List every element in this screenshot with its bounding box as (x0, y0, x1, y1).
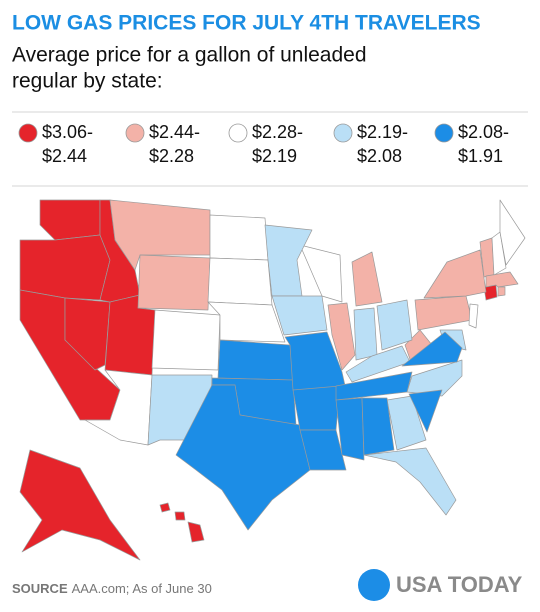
state (401, 331, 463, 367)
source: SOURCE AAA.com; As of June 30 (12, 581, 212, 596)
legend-swatch (125, 123, 145, 143)
state (292, 385, 341, 431)
legend-label: $2.28- (252, 122, 303, 142)
state (423, 249, 487, 299)
state (408, 389, 443, 433)
title: LOW GAS PRICES FOR JULY 4TH TRAVELERS (12, 12, 481, 35)
legend-label: $2.19 (252, 146, 297, 166)
subtitle: Average price for a gallon of unleaded (12, 44, 367, 67)
state (499, 199, 526, 266)
state (335, 371, 413, 401)
state (414, 295, 473, 331)
subtitle: regular by state: (12, 70, 163, 93)
legend: $3.06- $2.44 $2.44- $2.28 $2.28- $2.19 $2.19- $… (18, 122, 509, 166)
legend-label: $1.91 (458, 146, 503, 166)
source-label: SOURCE (12, 581, 68, 596)
legend-swatch (18, 123, 38, 143)
legend-label: $2.08- (458, 122, 509, 142)
legend-label: $2.28 (149, 146, 194, 166)
legend-swatch (228, 123, 248, 143)
legend-label: $2.19- (357, 122, 408, 142)
state (151, 309, 221, 371)
state (299, 429, 347, 471)
source-text: AAA.com; As of June 30 (72, 581, 212, 596)
state (159, 502, 171, 513)
legend-label: $2.44- (149, 122, 200, 142)
state (174, 511, 186, 521)
state (468, 303, 479, 329)
state (207, 257, 273, 306)
state (175, 384, 311, 531)
state (327, 302, 356, 371)
state (497, 286, 506, 297)
state (217, 339, 294, 381)
logo-circle (358, 569, 390, 601)
legend-swatch (333, 123, 353, 143)
state (299, 244, 343, 303)
state (39, 199, 101, 241)
legend-swatch (434, 123, 454, 143)
state (271, 295, 328, 336)
us-map (19, 199, 526, 561)
legend-label: $3.06- (42, 122, 93, 142)
state (376, 299, 413, 351)
state (209, 214, 269, 261)
state (361, 397, 395, 456)
state (345, 345, 411, 383)
state (335, 397, 365, 461)
state (19, 449, 141, 561)
state (19, 234, 111, 301)
state (207, 301, 286, 343)
state (137, 254, 211, 311)
state (363, 447, 457, 516)
state (264, 224, 313, 297)
state (491, 231, 507, 276)
logo: USA TODAY (396, 572, 523, 597)
state (64, 297, 111, 371)
legend-label: $2.44 (42, 146, 87, 166)
state (353, 307, 378, 361)
state (351, 251, 383, 307)
legend-label: $2.08 (357, 146, 402, 166)
state (187, 521, 205, 543)
